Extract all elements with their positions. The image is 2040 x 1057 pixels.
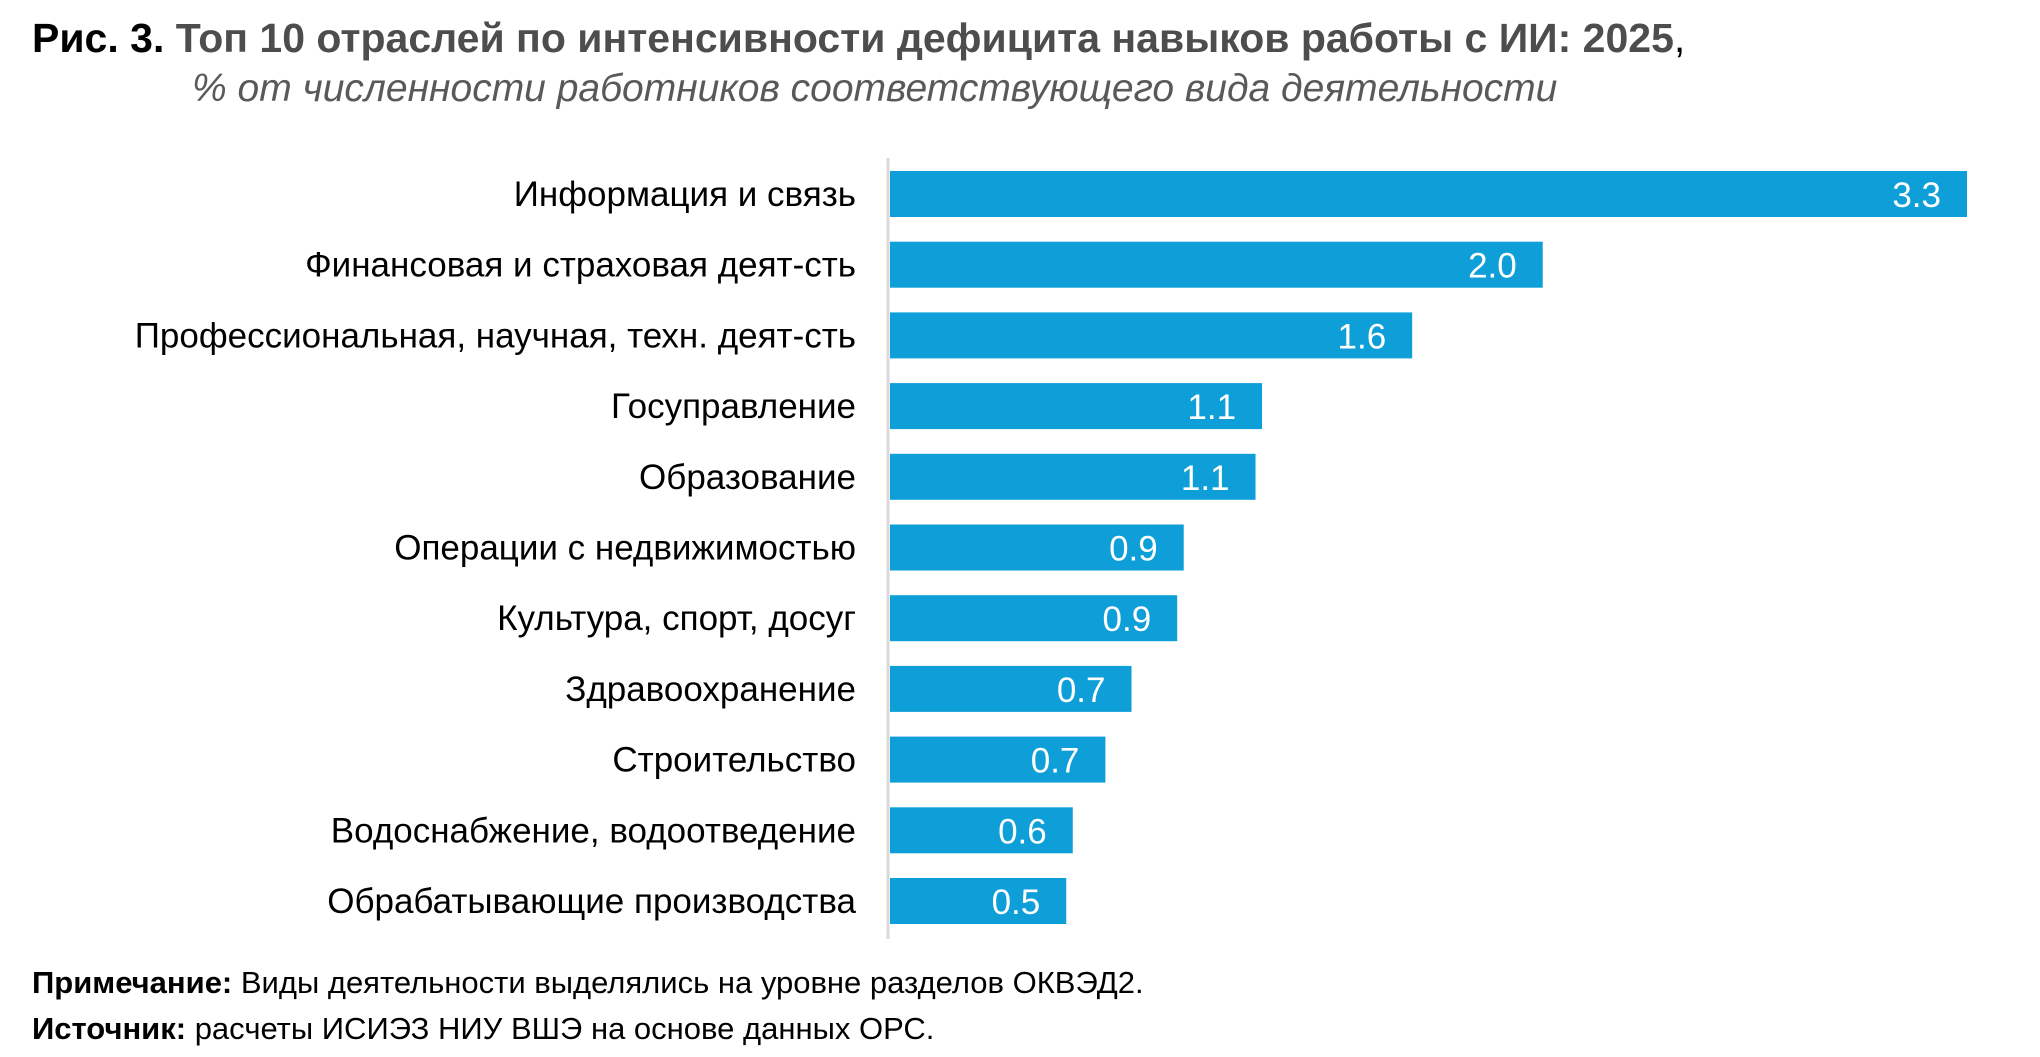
bar (890, 807, 1073, 854)
category-label: Здравоохранение (565, 670, 856, 709)
bar (890, 171, 1967, 217)
category-label: Операции с недвижимостью (394, 529, 856, 568)
category-label: Обрабатывающие производства (327, 882, 856, 921)
bar (890, 241, 1543, 288)
source-text: расчеты ИСИЭЗ НИУ ВШЭ на основе данных О… (186, 1011, 935, 1046)
data-label: 2.0 (1468, 247, 1517, 286)
bar (890, 524, 1184, 571)
category-label: Профессиональная, научная, техн. деят-ст… (135, 316, 856, 355)
chart-subtitle: % от численности работников соответствую… (192, 67, 1558, 110)
data-label: 0.7 (1057, 671, 1106, 710)
data-label: 3.3 (1892, 176, 1941, 215)
bar (890, 595, 1178, 642)
chart-title: Рис. 3. Топ 10 отраслей по интенсивности… (32, 14, 1685, 62)
data-label: 0.6 (998, 812, 1047, 851)
footnote-note: Примечание: Виды деятельности выделялись… (32, 964, 1144, 1002)
note-label: Примечание: (32, 965, 233, 1000)
note-text: Виды деятельности выделялись на уровне р… (232, 965, 1144, 1000)
data-label: 0.7 (1031, 742, 1080, 781)
bar (890, 312, 1413, 359)
category-label: Водоснабжение, водоотведение (331, 811, 856, 850)
title-comma: , (1673, 15, 1686, 61)
title-prefix: Рис. 3. (32, 15, 165, 61)
data-label: 1.1 (1187, 388, 1236, 427)
data-label: 1.6 (1338, 317, 1387, 356)
bar-chart: Информация и связь 3.3 Финансовая и страхо… (135, 158, 1967, 939)
category-label: Финансовая и страховая деят-сть (305, 246, 856, 285)
category-label: Информация и связь (514, 175, 856, 214)
data-label: 0.5 (992, 883, 1041, 922)
bar (890, 878, 1067, 924)
category-label: Госуправление (611, 387, 856, 426)
data-label: 0.9 (1103, 600, 1152, 639)
category-label: Образование (639, 458, 856, 497)
bar (890, 383, 1263, 430)
footnote-source: Источник: расчеты ИСИЭЗ НИУ ВШЭ на основ… (32, 1010, 934, 1048)
source-label: Источник: (32, 1011, 187, 1046)
bar (890, 453, 1256, 500)
title-main: Топ 10 отраслей по интенсивности дефицит… (175, 15, 1674, 61)
category-label: Строительство (612, 741, 856, 780)
data-label: 1.1 (1181, 459, 1230, 498)
category-label: Культура, спорт, досуг (497, 599, 856, 638)
bar (890, 665, 1132, 712)
bar (890, 736, 1106, 783)
data-label: 0.9 (1109, 530, 1158, 569)
